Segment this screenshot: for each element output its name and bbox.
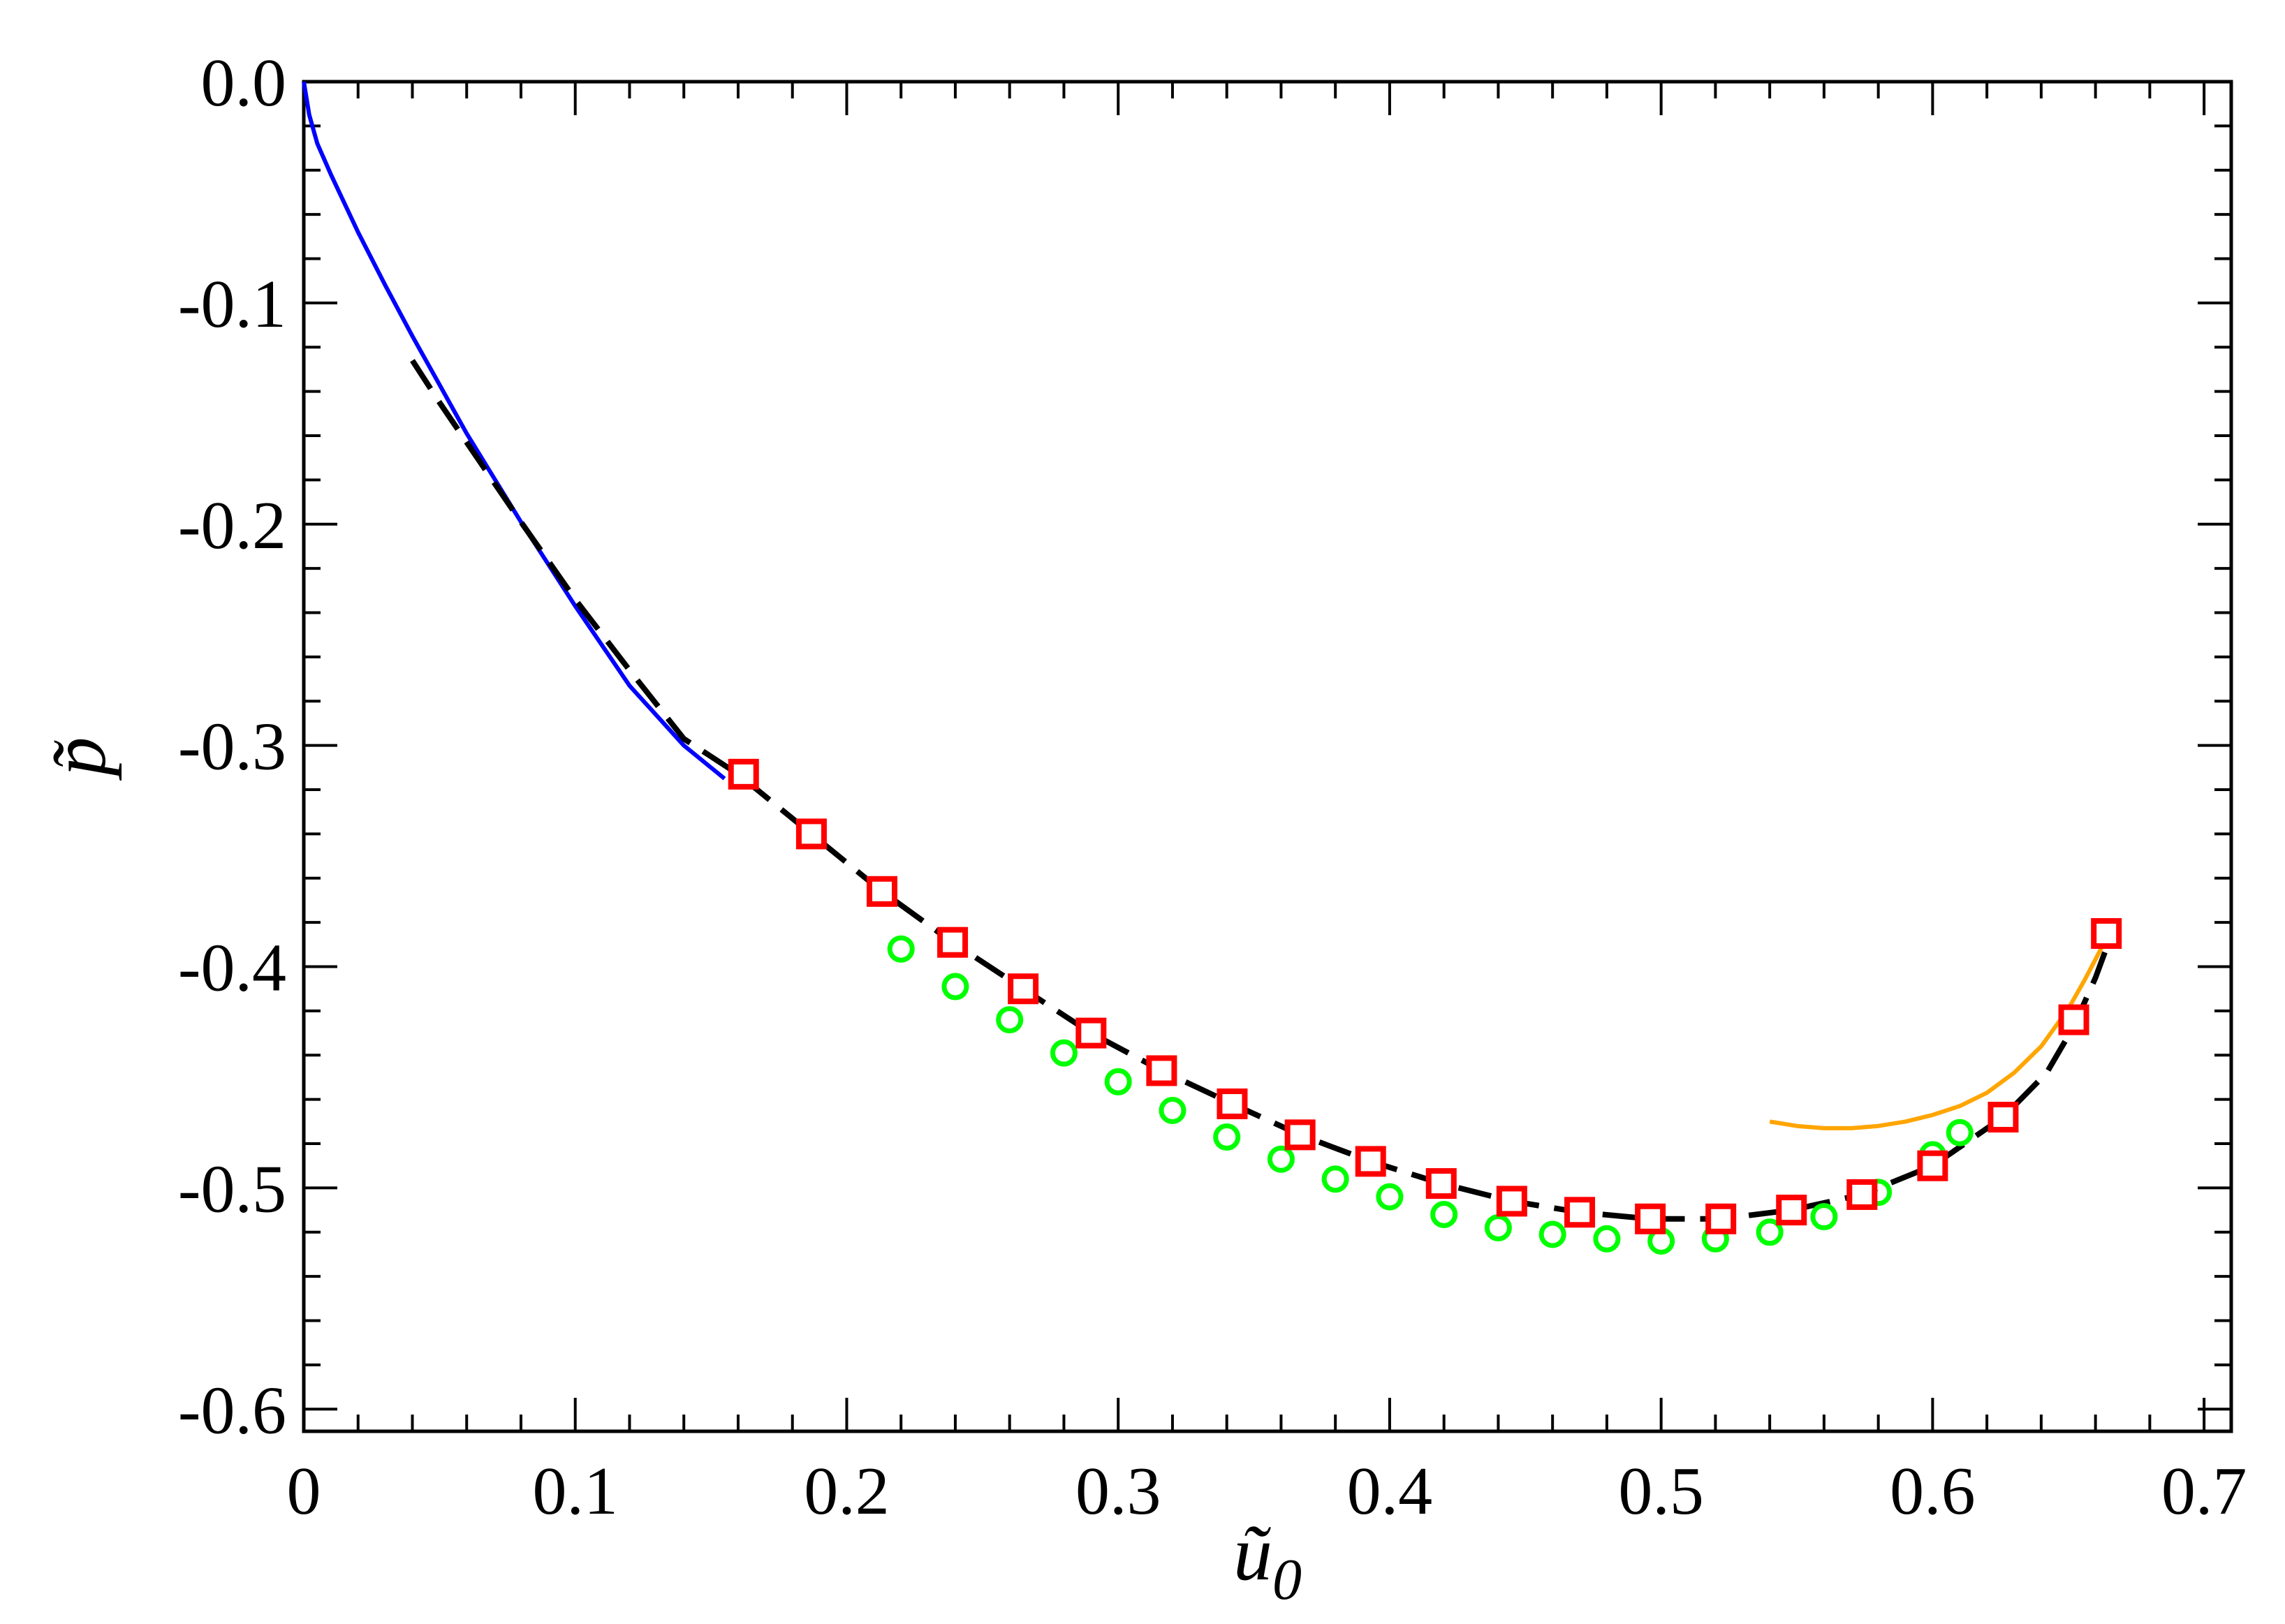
y-tick-label: -0.6 — [178, 1373, 286, 1448]
data-point-circle — [1810, 1203, 1838, 1231]
data-point-square — [1564, 1197, 1596, 1228]
data-point-circle — [1376, 1183, 1404, 1211]
data-point-square — [1146, 1055, 1177, 1086]
data-point-circle — [887, 935, 915, 963]
x-tick-label: 0.3 — [1075, 1454, 1161, 1529]
data-point-circle — [1159, 1097, 1186, 1125]
data-point-square — [1075, 1017, 1107, 1049]
data-point-circle — [1538, 1220, 1566, 1248]
data-point-square — [2091, 918, 2122, 950]
data-point-square — [795, 818, 827, 850]
x-axis-label-subscript: 0 — [1272, 1547, 1302, 1612]
data-point-square — [1008, 973, 1039, 1005]
data-point-square — [1217, 1088, 1248, 1120]
x-axis-label: ũ0 — [1233, 1510, 1302, 1612]
x-tick-label: 0.2 — [804, 1454, 890, 1529]
data-point-circle — [1756, 1218, 1784, 1246]
data-point-circle — [1104, 1068, 1132, 1095]
plot-frame — [302, 80, 2233, 1433]
data-point-square — [1705, 1203, 1737, 1234]
data-point-square — [2058, 1004, 2089, 1035]
data-point-square — [1917, 1150, 1948, 1181]
tick-labels: 0 0.1 0.2 0.3 0.4 0.5 0.6 0.7 0.0 -0.1 -0.2 -0.3 -0.… — [178, 45, 2247, 1529]
data-point-square — [1425, 1168, 1457, 1199]
series-line-0 — [302, 81, 726, 781]
data-point-square — [1776, 1195, 1807, 1226]
data-point-square — [1988, 1102, 2019, 1133]
data-point-square — [1284, 1119, 1316, 1151]
y-axis-label: p̃ — [36, 737, 122, 781]
data-point-circle — [1430, 1200, 1458, 1228]
y-tick-label: -0.1 — [178, 267, 286, 342]
data-point-square — [1846, 1179, 1878, 1210]
series-line-2 — [1769, 922, 2114, 1130]
data-point-circle — [1267, 1145, 1295, 1173]
data-point-square — [937, 927, 969, 958]
y-tick-label: -0.3 — [178, 709, 286, 785]
y-tick-label: -0.2 — [178, 488, 286, 563]
data-point-circle — [1050, 1039, 1078, 1067]
data-point-square — [1635, 1203, 1666, 1234]
data-point-circle — [1484, 1213, 1512, 1241]
data-point-square — [867, 876, 897, 907]
data-point-circle — [941, 973, 969, 1001]
y-tick-label: -0.5 — [178, 1151, 286, 1227]
plot-area: 0 0.1 0.2 0.3 0.4 0.5 0.6 0.7 0.0 -0.1 -0.2 -0.3 -0.… — [178, 45, 2247, 1529]
x-tick-label: 0.4 — [1347, 1454, 1433, 1529]
data-point-square — [1496, 1186, 1527, 1217]
data-point-circle — [1213, 1123, 1241, 1151]
x-tick-label: 0.7 — [2161, 1454, 2247, 1529]
axis-ticks — [302, 80, 2231, 1431]
series-layer — [302, 81, 2122, 1255]
data-point-circle — [1946, 1119, 1974, 1146]
data-point-circle — [1593, 1225, 1621, 1253]
x-tick-label: 0.6 — [1890, 1454, 1976, 1529]
series-line-1 — [410, 359, 2115, 1222]
x-tick-label: 0.1 — [532, 1454, 618, 1529]
y-tick-label: 0.0 — [201, 45, 287, 121]
data-point-square — [728, 758, 759, 790]
y-tick-label: -0.4 — [178, 931, 286, 1006]
x-tick-label: 0.5 — [1618, 1454, 1704, 1529]
data-point-circle — [996, 1006, 1024, 1034]
x-axis-label-main: ũ — [1233, 1510, 1272, 1597]
data-point-circle — [1321, 1165, 1349, 1193]
x-tick-label: 0 — [287, 1454, 321, 1529]
data-point-square — [1355, 1146, 1386, 1177]
